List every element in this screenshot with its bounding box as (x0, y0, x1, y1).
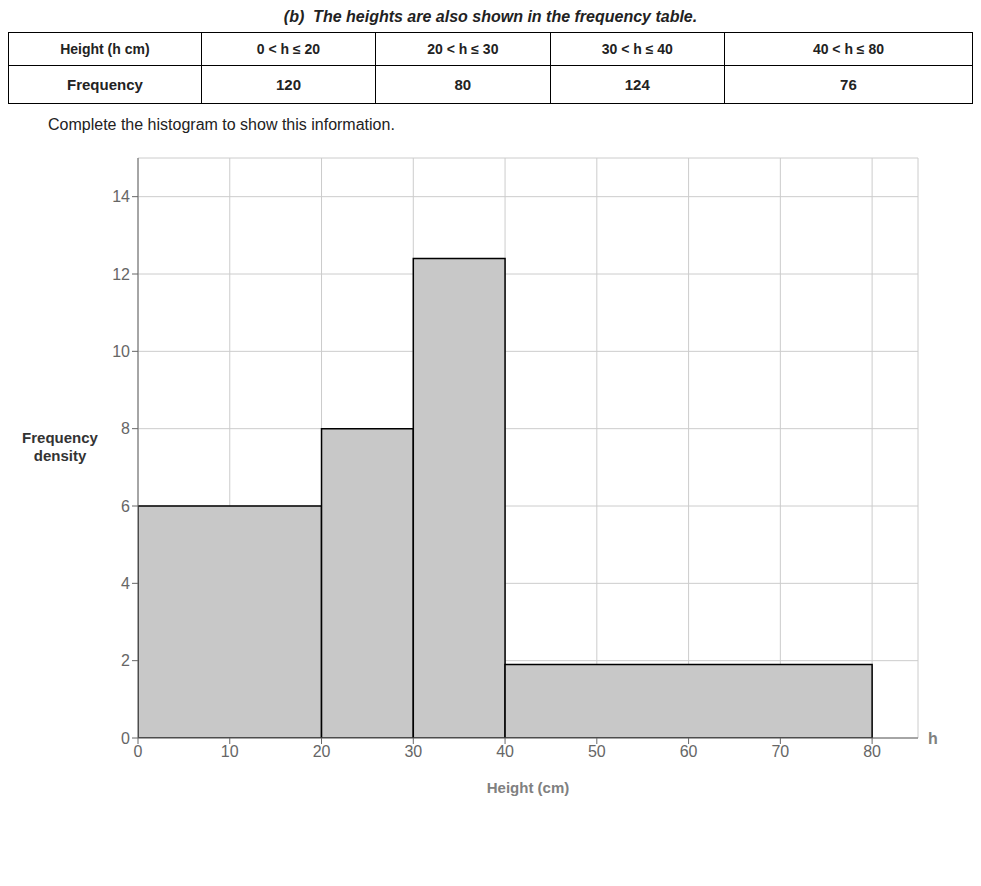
svg-text:70: 70 (771, 743, 789, 760)
html-text:80: 80 (454, 76, 472, 93)
svg-text:8: 8 (121, 420, 130, 437)
html-text:(b) The heights are also shown: (b) The heights are also shown in the fr… (283, 8, 698, 25)
svg-text:4: 4 (121, 575, 130, 592)
svg-text:h: h (928, 730, 938, 747)
svg-text:40: 40 (496, 743, 514, 760)
svg-text:0: 0 (121, 730, 130, 747)
svg-text:14: 14 (112, 188, 130, 205)
svg-text:10: 10 (112, 343, 130, 360)
svg-text:20: 20 (313, 743, 331, 760)
svg-text:12: 12 (112, 266, 130, 283)
svg-text:6: 6 (121, 498, 130, 515)
html-text:30 < h ≤ 40: 30 < h ≤ 40 (601, 41, 673, 57)
html-text:0 < h ≤ 20: 0 < h ≤ 20 (256, 41, 321, 57)
svg-text:60: 60 (680, 743, 698, 760)
html-text:Frequency: Frequency (67, 76, 143, 93)
html-text:76: 76 (840, 76, 857, 93)
svg-text:30: 30 (404, 743, 422, 760)
html-text:120: 120 (276, 76, 301, 93)
svg-text:80: 80 (863, 743, 881, 760)
html-text:Height (h cm): Height (h cm) (60, 41, 150, 57)
svg-text:0: 0 (134, 743, 143, 760)
svg-text:2: 2 (121, 652, 130, 669)
html-text:40 < h ≤ 80: 40 < h ≤ 80 (812, 41, 884, 57)
svg-text:50: 50 (588, 743, 606, 760)
svg-text:Height (cm): Height (cm) (487, 779, 570, 796)
svg-text:10: 10 (221, 743, 239, 760)
html-text:20 < h ≤ 30: 20 < h ≤ 30 (427, 41, 499, 57)
html-text:Complete the histogram to show: Complete the histogram to show this info… (48, 116, 395, 133)
html-text:124: 124 (624, 76, 650, 93)
svg-text:Frequencydensity: Frequencydensity (22, 429, 99, 464)
